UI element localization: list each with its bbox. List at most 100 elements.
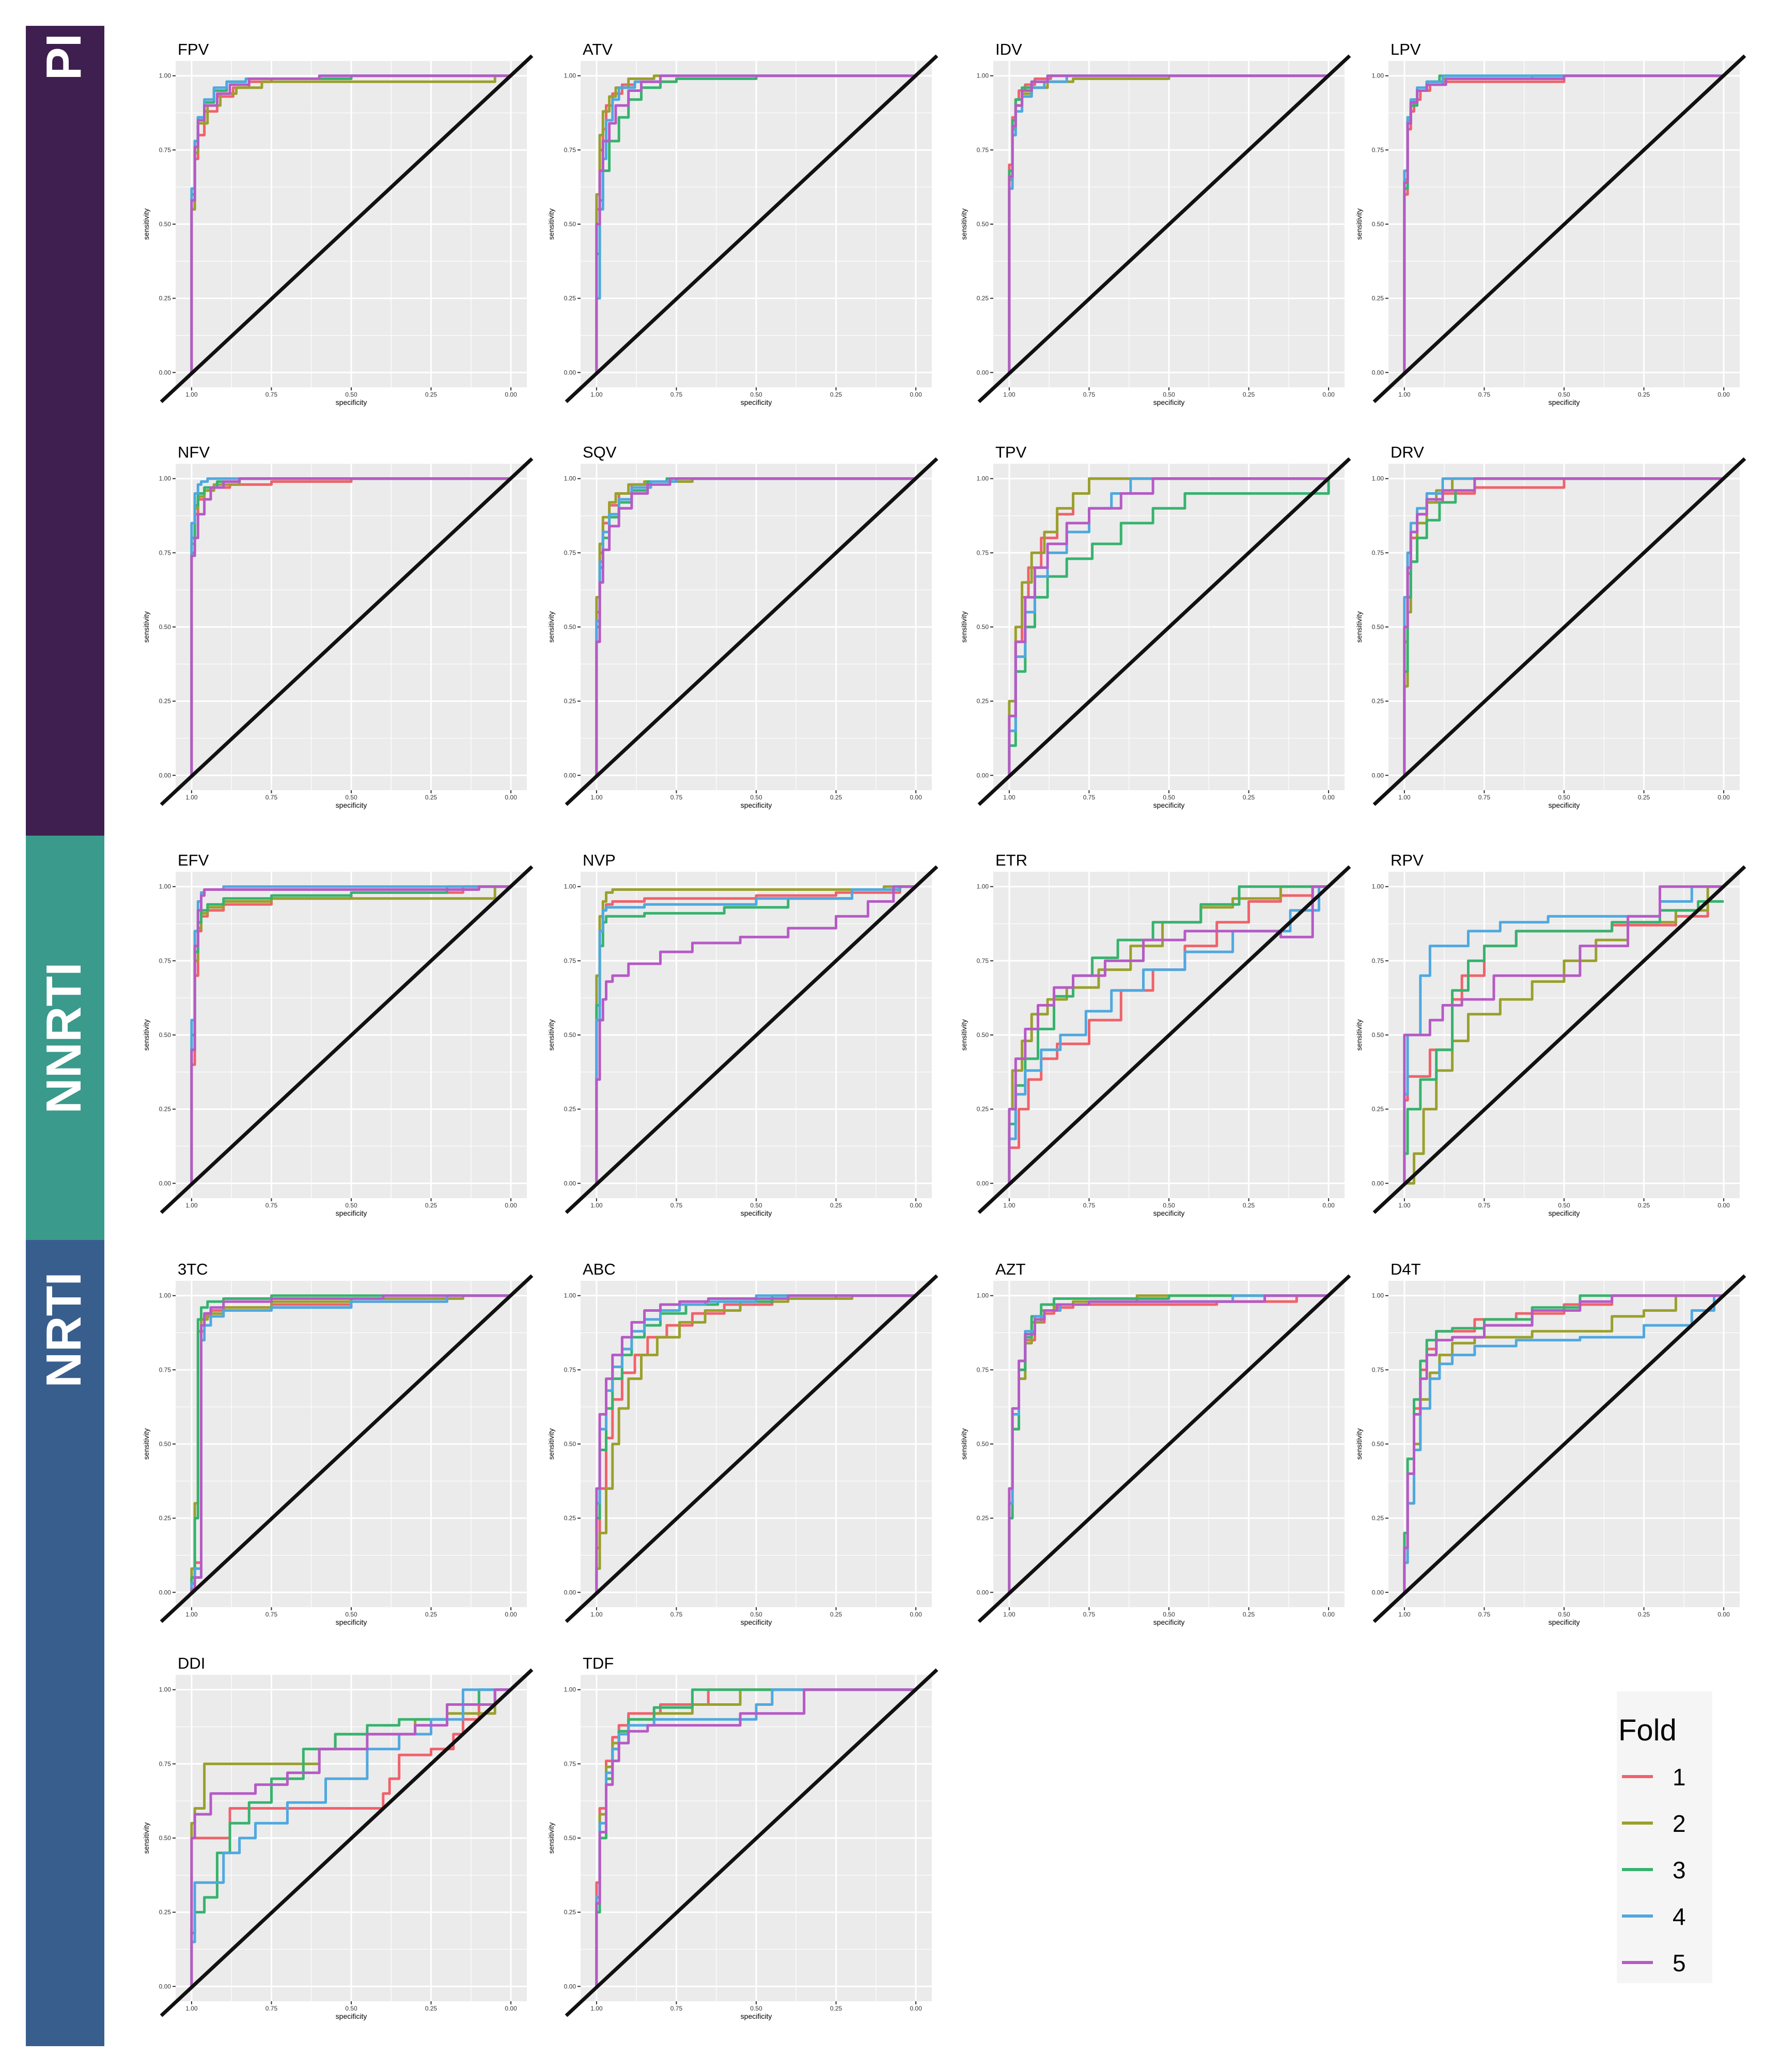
x-axis-title: specificity <box>1153 801 1185 809</box>
y-tick-label: 0.00 <box>564 369 576 376</box>
chance-diagonal <box>160 457 534 806</box>
y-tick-label: 0.00 <box>1372 369 1384 376</box>
y-tick-label: 0.00 <box>159 1180 171 1187</box>
y-tick-label: 1.00 <box>564 475 576 482</box>
y-tick-label: 0.00 <box>977 369 989 376</box>
plot-area <box>190 885 511 1184</box>
y-tick-label: 1.00 <box>564 72 576 80</box>
chance-diagonal <box>1372 457 1746 806</box>
chance-diagonal <box>565 865 939 1214</box>
chance-diagonal <box>977 54 1351 403</box>
x-tick-label: 1.00 <box>185 2005 198 2012</box>
roc-series-fold-5 <box>1403 477 1724 776</box>
y-tick-label: 0.00 <box>564 1983 576 1990</box>
y-tick-label: 0.75 <box>159 957 171 964</box>
y-axis-title: sensitivity <box>142 209 150 240</box>
y-axis-title: sensitivity <box>142 1429 150 1460</box>
roc-series-fold-5 <box>1008 74 1329 373</box>
x-tick-label: 0.50 <box>1163 391 1175 398</box>
legend-label: 5 <box>1673 1950 1686 1976</box>
grid-lines <box>993 872 1345 1198</box>
y-axis-title: sensitivity <box>1355 209 1363 240</box>
x-tick-label: 1.00 <box>1398 1611 1411 1618</box>
y-tick-label: 1.00 <box>1372 72 1384 80</box>
y-tick-label: 0.25 <box>977 698 989 705</box>
y-tick-label: 1.00 <box>1372 1292 1384 1299</box>
y-tick-label: 0.25 <box>977 1515 989 1522</box>
roc-panel-tpv: TPV 1.00 0.75 0.50 0.25 0.00 0.00 0.25 0.50 0.75 1… <box>960 443 1351 809</box>
y-tick-label: 0.25 <box>1372 698 1384 705</box>
group-band-nrti <box>26 1240 104 2046</box>
legend-label: 1 <box>1673 1764 1686 1791</box>
x-tick-label: 1.00 <box>1003 1202 1016 1209</box>
group-bands: PI NNRTI NRTI <box>26 26 104 2046</box>
roc-panel-atv: ATV 1.00 0.75 0.50 0.25 0.00 0.00 0.25 0.50 0.75 1… <box>547 40 939 406</box>
legend-background <box>1617 1691 1712 1983</box>
x-tick-label: 0.00 <box>505 794 517 801</box>
roc-series-fold-5 <box>1008 1294 1329 1593</box>
y-tick-label: 0.25 <box>564 1106 576 1113</box>
x-tick-label: 0.00 <box>505 2005 517 2012</box>
x-tick-label: 0.25 <box>1243 1611 1255 1618</box>
roc-panel-azt: AZT 1.00 0.75 0.50 0.25 0.00 0.00 0.25 0.50 0.75 1… <box>960 1260 1351 1626</box>
plot-area <box>1403 885 1724 1185</box>
y-tick-label: 0.00 <box>159 369 171 376</box>
panel-title: TPV <box>995 443 1027 461</box>
chance-diagonal <box>977 457 1351 806</box>
x-tick-label: 1.00 <box>1398 391 1411 398</box>
roc-series-fold-5 <box>595 885 916 1184</box>
x-tick-label: 0.50 <box>1163 1611 1175 1618</box>
panel-title: ATV <box>583 40 613 58</box>
x-tick-label: 0.25 <box>425 2005 438 2012</box>
roc-series-fold-4 <box>1403 1294 1724 1593</box>
x-tick-label: 0.50 <box>750 391 762 398</box>
y-tick-label: 0.50 <box>1372 1440 1384 1448</box>
y-tick-label: 0.25 <box>564 1909 576 1916</box>
x-tick-label: 1.00 <box>1003 391 1016 398</box>
y-tick-label: 0.00 <box>564 772 576 779</box>
chance-diagonal <box>565 1668 939 2017</box>
x-axis-title: specificity <box>1549 1209 1580 1217</box>
plot-area <box>1403 74 1724 373</box>
y-tick-label: 1.00 <box>977 72 989 80</box>
plot-area <box>595 885 916 1184</box>
y-axis-title: sensitivity <box>960 1019 968 1051</box>
x-tick-label: 0.25 <box>830 2005 842 2012</box>
x-tick-label: 1.00 <box>1398 1202 1411 1209</box>
x-tick-label: 0.25 <box>1243 391 1255 398</box>
roc-series-fold-5 <box>1403 885 1724 1184</box>
roc-panel-idv: IDV 1.00 0.75 0.50 0.25 0.00 0.00 0.25 0.50 0.75 1… <box>960 40 1351 406</box>
y-tick-label: 0.75 <box>977 549 989 556</box>
y-tick-label: 0.50 <box>159 221 171 228</box>
y-tick-label: 0.00 <box>977 1180 989 1187</box>
roc-series-fold-5 <box>595 74 916 373</box>
panel-title: DRV <box>1391 443 1424 461</box>
x-tick-label: 0.00 <box>1322 1611 1335 1618</box>
roc-series-fold-4 <box>190 1688 511 1987</box>
x-tick-label: 1.00 <box>590 794 603 801</box>
x-tick-label: 0.75 <box>265 1202 278 1209</box>
roc-series-fold-2 <box>1008 885 1329 1184</box>
roc-series-fold-2 <box>1404 885 1724 1185</box>
x-axis-title: specificity <box>336 2012 367 2020</box>
y-axis-title: sensitivity <box>547 611 555 643</box>
y-tick-label: 0.50 <box>564 221 576 228</box>
group-band-nnrti <box>26 836 104 1240</box>
plot-area <box>595 477 916 776</box>
x-tick-label: 0.75 <box>265 2005 278 2012</box>
x-tick-label: 0.25 <box>1638 1611 1650 1618</box>
roc-series-fold-3 <box>1403 1294 1724 1593</box>
y-tick-label: 0.25 <box>1372 1515 1384 1522</box>
chance-diagonal <box>977 1274 1351 1623</box>
y-tick-label: 0.50 <box>1372 221 1384 228</box>
roc-series-fold-5 <box>595 1294 916 1593</box>
panel-title: FPV <box>178 40 209 58</box>
y-tick-label: 0.50 <box>564 1031 576 1039</box>
roc-series-fold-3 <box>190 1294 511 1593</box>
legend-label: 4 <box>1673 1903 1686 1930</box>
y-tick-label: 0.50 <box>159 1440 171 1448</box>
roc-series-fold-5 <box>190 74 511 373</box>
y-tick-label: 0.75 <box>159 1366 171 1373</box>
y-tick-label: 0.75 <box>564 146 576 153</box>
y-tick-label: 0.25 <box>159 295 171 302</box>
